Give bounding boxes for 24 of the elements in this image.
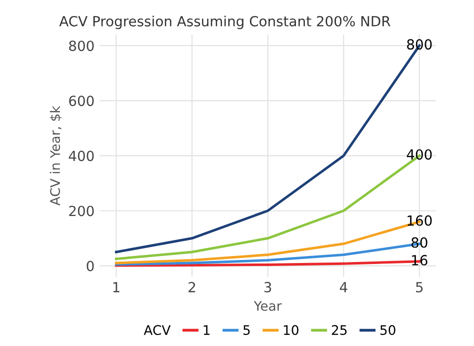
x-tick-label: 5 [416,282,423,292]
y-tick-label: 0 [86,260,94,272]
y-tick-label: 200 [69,206,94,216]
x-axis-title: Year [254,301,282,311]
x-tick-label: 3 [264,282,272,292]
legend-title: ACV [144,325,171,336]
data-label: 16 [412,254,428,266]
legend-label: 25 [332,325,347,336]
data-label: 400 [406,149,432,160]
y-axis-title: ACV in Year, $k [50,106,62,206]
y-tick-label: 600 [69,96,94,106]
data-label: 800 [407,39,432,50]
x-tick-label: 4 [340,282,348,292]
y-tick-label: 800 [69,40,94,52]
y-tick-label: 400 [68,150,94,162]
chart-title: ACV Progression Assuming Constant 200% NDR [59,16,390,30]
data-label: 80 [412,237,428,248]
x-tick-label: 1 [113,282,120,292]
legend-label: 10 [284,325,298,336]
data-label: 160 [408,215,432,226]
x-tick-label: 2 [188,282,196,292]
legend-label: 5 [243,325,250,336]
legend-label: 50 [380,325,396,336]
legend-label: 1 [204,325,210,335]
